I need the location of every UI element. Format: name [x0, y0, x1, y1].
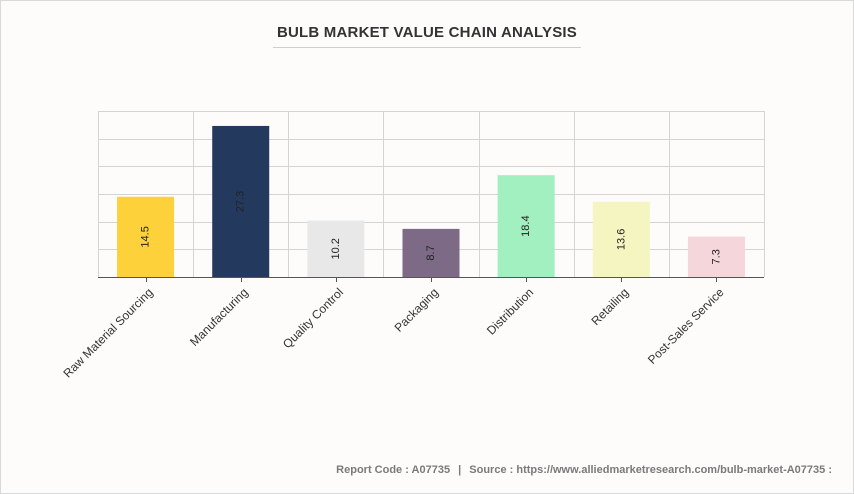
chart-title: BULB MARKET VALUE CHAIN ANALYSIS: [272, 24, 582, 48]
x-tick-label-4: Distribution: [484, 285, 536, 337]
bar-1: [212, 125, 270, 277]
bar-5: [592, 201, 650, 277]
data-label-2: 10.2: [330, 238, 342, 259]
data-label-3: 8.7: [425, 245, 437, 260]
report-code: Report Code : A07735: [336, 464, 451, 476]
data-label-0: 14.5: [140, 226, 152, 247]
x-tick-label-0: Raw Material Sourcing: [60, 285, 155, 380]
bar-4: [497, 175, 555, 277]
x-tick-label-3: Packaging: [392, 285, 442, 335]
data-label-5: 13.6: [615, 229, 627, 250]
x-tick-label-1: Manufacturing: [187, 285, 251, 349]
x-tick-label-6: Post-Sales Service: [645, 285, 727, 367]
data-label-6: 7.3: [710, 249, 722, 264]
data-label-1: 27.3: [235, 191, 247, 212]
bar-6: [687, 236, 745, 277]
source-text: Source : https://www.alliedmarketresearc…: [469, 464, 832, 476]
chart-title-wrap: BULB MARKET VALUE CHAIN ANALYSIS: [0, 24, 854, 48]
x-tick-label-2: Quality Control: [280, 285, 346, 351]
footer-separator: |: [458, 464, 462, 476]
bar-2: [307, 220, 365, 277]
x-tick-label-5: Retailing: [588, 285, 631, 328]
data-label-4: 18.4: [520, 215, 532, 236]
bar-3: [402, 228, 460, 277]
footer: Report Code : A07735 | Source : https://…: [336, 464, 832, 476]
bar-0: [117, 196, 175, 277]
